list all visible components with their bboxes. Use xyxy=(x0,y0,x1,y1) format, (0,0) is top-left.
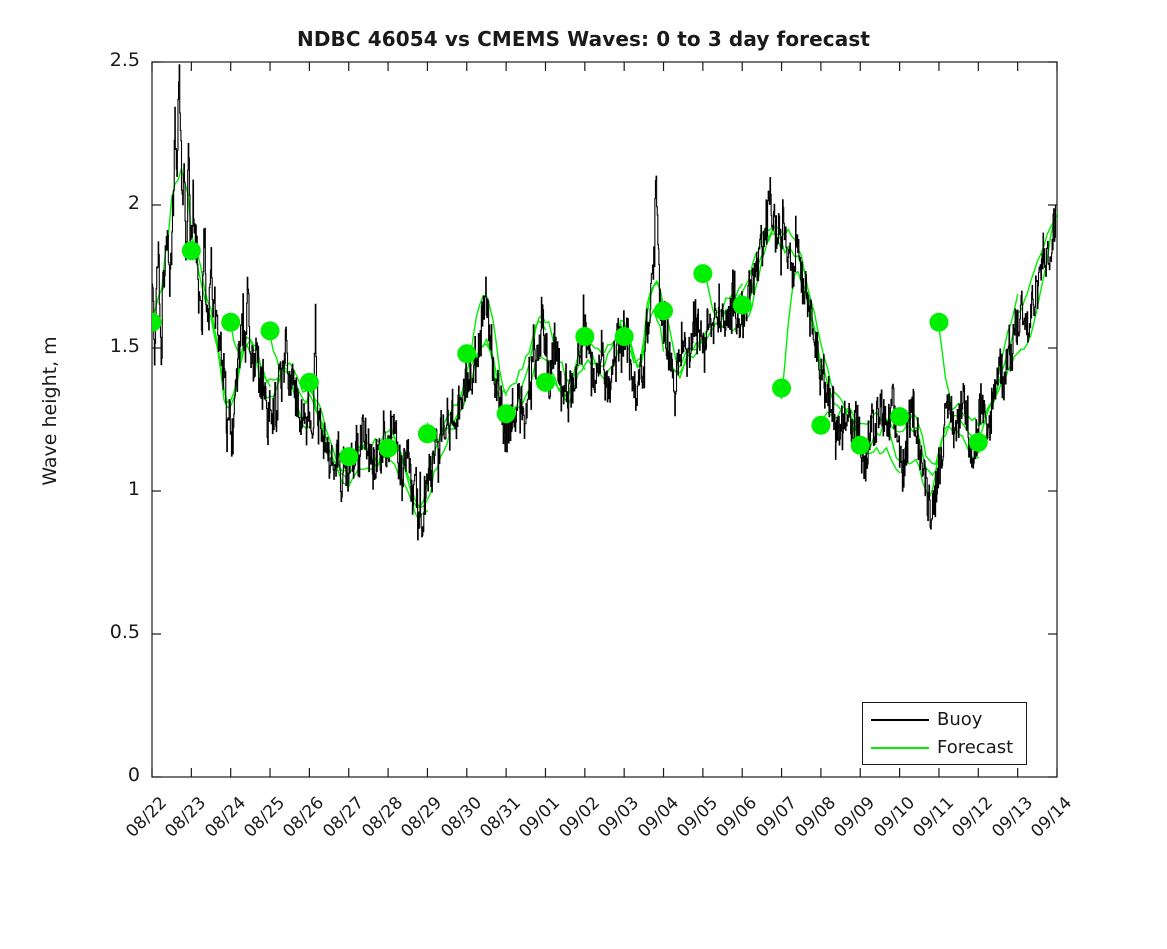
forecast-trajectory xyxy=(426,320,547,443)
forecast-start-marker[interactable] xyxy=(535,372,555,392)
forecast-trajectory xyxy=(505,323,625,413)
legend-item-buoy[interactable]: Buoy xyxy=(863,705,1028,735)
y-tick-label: 0.5 xyxy=(109,621,140,643)
forecast-start-marker[interactable] xyxy=(850,435,870,455)
forecast-start-marker[interactable] xyxy=(339,447,359,467)
forecast-start-marker[interactable] xyxy=(575,327,595,347)
forecast-start-marker[interactable] xyxy=(143,312,162,332)
y-tick-label: 1.5 xyxy=(109,335,140,357)
forecast-trajectory xyxy=(544,309,665,405)
forecast-start-marker[interactable] xyxy=(968,432,988,452)
forecast-start-markers xyxy=(143,241,988,467)
legend-swatch-forecast xyxy=(871,747,929,749)
y-tick-label: 0 xyxy=(127,764,140,786)
page-title: NDBC 46054 vs CMEMS Waves: 0 to 3 day fo… xyxy=(297,27,870,51)
forecast-start-marker[interactable] xyxy=(417,424,437,444)
forecast-start-marker[interactable] xyxy=(929,312,949,332)
forecast-start-marker[interactable] xyxy=(732,295,752,315)
forecast-start-marker[interactable] xyxy=(614,327,634,347)
forecast-start-marker[interactable] xyxy=(693,264,713,284)
forecast-start-marker[interactable] xyxy=(772,378,792,398)
legend-swatch-buoy xyxy=(871,719,929,721)
forecast-start-marker[interactable] xyxy=(299,372,319,392)
forecast-start-marker[interactable] xyxy=(890,407,910,427)
forecast-start-marker[interactable] xyxy=(221,312,241,332)
legend[interactable]: Buoy Forecast xyxy=(862,702,1027,765)
buoy-line xyxy=(152,64,1056,541)
y-tick-label: 1 xyxy=(127,478,140,500)
y-tick-marks xyxy=(152,61,1057,778)
forecast-start-marker[interactable] xyxy=(378,438,398,458)
legend-item-forecast[interactable]: Forecast xyxy=(863,733,1028,763)
forecast-start-marker[interactable] xyxy=(496,404,516,424)
figure-canvas: NDBC 46054 vs CMEMS Waves: 0 to 3 day fo… xyxy=(39,27,1076,842)
forecast-start-marker[interactable] xyxy=(457,344,477,364)
axes-frame xyxy=(151,61,1058,778)
plot-area xyxy=(143,61,1058,778)
forecast-start-marker[interactable] xyxy=(260,321,280,341)
forecast-start-marker[interactable] xyxy=(654,301,674,321)
forecast-start-marker[interactable] xyxy=(181,241,201,261)
forecast-start-marker[interactable] xyxy=(811,415,831,435)
y-tick-label: 2.5 xyxy=(109,49,140,71)
y-tick-label: 2 xyxy=(127,192,140,214)
legend-label-forecast: Forecast xyxy=(937,737,1014,758)
legend-label-buoy: Buoy xyxy=(937,709,983,730)
x-tick-marks xyxy=(151,62,1058,777)
